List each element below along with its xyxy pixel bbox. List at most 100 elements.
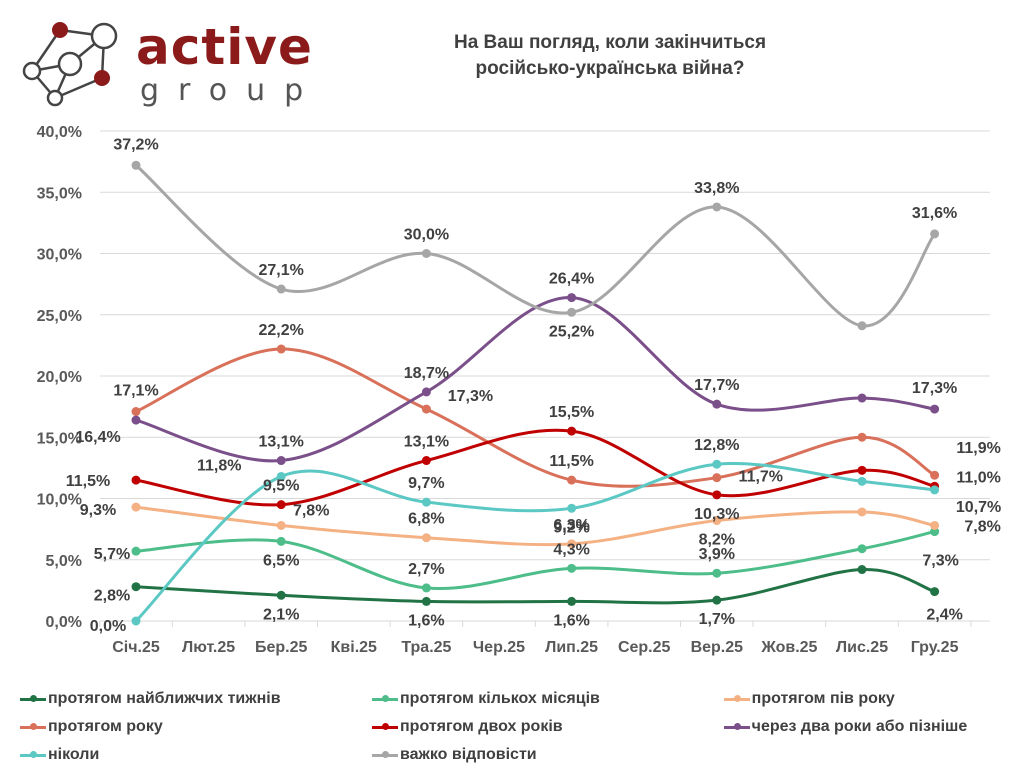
legend-item: протягом кількох місяців	[372, 688, 600, 710]
data-label: 30,0%	[404, 227, 449, 244]
data-label: 6,8%	[408, 511, 444, 528]
chart-title-line2: російсько-українська війна?	[475, 58, 745, 79]
data-point	[567, 596, 577, 606]
y-tick-label: 10,0%	[37, 492, 82, 509]
legend-swatch	[723, 695, 750, 702]
data-label: 12,8%	[694, 437, 739, 454]
data-point	[131, 502, 141, 512]
y-tick-label: 15,0%	[37, 430, 82, 447]
legend-label: протягом найближчих тижнів	[48, 690, 281, 707]
data-point	[930, 587, 940, 597]
legend: протягом найближчих тижнів протягом кільк…	[20, 688, 1020, 768]
chart-title: На Ваш погляд, коли закінчиться російськ…	[380, 30, 840, 82]
y-axis-ticks: 0,0% 5,0% 10,0% 15,0% 20,0% 25,0% 30,0% 35,0% 40…	[37, 124, 82, 631]
x-tick-label: Чер.25	[473, 639, 525, 656]
data-point	[567, 307, 577, 317]
data-point	[567, 539, 577, 549]
data-point	[131, 160, 141, 170]
data-point	[712, 568, 722, 578]
x-tick-label: Лис.25	[836, 639, 888, 656]
data-point	[276, 590, 286, 600]
legend-swatch	[372, 723, 398, 730]
data-label: 2,7%	[408, 561, 444, 578]
y-tick-label: 30,0%	[37, 247, 82, 264]
data-point	[930, 520, 940, 530]
data-point	[131, 475, 141, 485]
x-tick-label: Вер.25	[691, 639, 744, 656]
data-point	[421, 249, 431, 258]
data-label: 5,7%	[94, 546, 130, 563]
data-label: 37,2%	[113, 136, 158, 153]
data-label: 8,2%	[699, 532, 735, 549]
y-tick-label: 0,0%	[46, 614, 82, 631]
data-label: 9,7%	[408, 475, 444, 492]
legend-swatch	[372, 695, 398, 702]
data-label: 17,3%	[912, 380, 957, 397]
data-label: 0,0%	[90, 618, 126, 635]
data-point	[421, 497, 431, 507]
data-label: 13,1%	[259, 434, 304, 451]
data-point	[712, 516, 722, 526]
data-point	[857, 465, 867, 475]
series-line	[134, 163, 937, 328]
data-point	[857, 476, 867, 486]
data-point	[276, 456, 286, 466]
y-tick-label: 20,0%	[37, 369, 82, 386]
data-point	[131, 582, 141, 592]
legend-label: протягом пів року	[751, 690, 895, 707]
x-tick-label: Гру.25	[911, 639, 959, 656]
data-label: 11,0%	[956, 469, 1000, 486]
data-label: 15,5%	[549, 404, 594, 421]
data-label: 10,3%	[694, 506, 739, 523]
data-point	[712, 473, 722, 483]
data-label: 11,9%	[956, 440, 1000, 457]
data-label: 31,6%	[912, 205, 957, 222]
logo-word: active	[136, 18, 313, 76]
x-tick-label: Жов.25	[760, 639, 817, 656]
data-label: 25,2%	[549, 323, 594, 340]
data-label: 17,1%	[113, 383, 158, 400]
data-point	[567, 563, 577, 573]
x-tick-label: Бер.25	[255, 639, 308, 656]
data-point	[276, 500, 286, 510]
chart-title-line1: На Ваш погляд, коли закінчиться	[453, 32, 767, 53]
data-label: 11,5%	[549, 453, 593, 470]
legend-item: ніколи	[20, 744, 99, 766]
data-label: 2,1%	[263, 606, 299, 623]
data-point	[276, 284, 286, 294]
data-point	[712, 202, 722, 212]
x-tick-label: Кві.25	[331, 639, 377, 656]
data-label: 1,6%	[408, 612, 444, 629]
data-label: 26,4%	[549, 271, 594, 288]
data-point	[857, 432, 867, 442]
data-label: 22,2%	[259, 322, 304, 339]
data-point	[857, 321, 867, 331]
data-label: 7,3%	[922, 553, 958, 570]
data-label: 6,3%	[553, 517, 589, 534]
series-line	[134, 296, 937, 463]
data-point	[131, 407, 141, 417]
legend-swatch	[723, 723, 750, 730]
data-point	[857, 544, 867, 554]
data-label: 17,3%	[448, 388, 493, 405]
series-lines	[131, 160, 940, 626]
data-point	[857, 507, 867, 517]
data-point	[567, 426, 577, 436]
legend-label: через два роки або пізніше	[751, 718, 968, 735]
data-label: 11,5%	[66, 473, 110, 490]
data-label: 4,3%	[553, 541, 589, 558]
data-point	[421, 456, 431, 466]
legend-label: протягом року	[48, 718, 163, 735]
data-label: 16,4%	[75, 429, 120, 446]
data-point	[712, 399, 722, 409]
data-point	[567, 503, 577, 513]
legend-swatch	[20, 695, 46, 702]
data-point	[930, 470, 940, 480]
data-point	[567, 475, 577, 485]
data-point	[712, 459, 722, 469]
data-point	[567, 293, 577, 303]
line-chart: 0,0% 5,0% 10,0% 15,0% 20,0% 25,0% 30,0% 35,0% 40…	[37, 124, 1002, 656]
data-label: 7,8%	[964, 518, 1000, 535]
data-labels: 2,8% 2,1% 1,6% 1,6% 1,7% 2,4% 5,7% 6,5% 2,7% 4,3%…	[66, 136, 1002, 635]
legend-label: протягом кількох місяців	[400, 690, 600, 707]
